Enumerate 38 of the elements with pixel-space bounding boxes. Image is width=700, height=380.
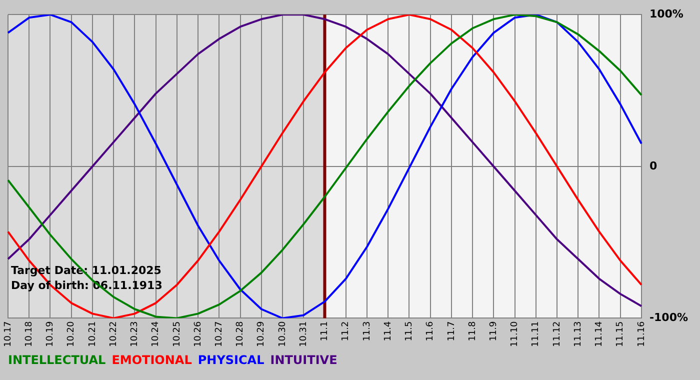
y-tick-label: -100% [649,311,688,324]
x-tick-label: 10.29 [256,320,267,347]
text: EMOTIONAL [112,353,192,367]
x-tick-label: 10.25 [172,321,182,347]
x-tick-label: 10.18 [24,320,34,347]
x-tick-label: 11.8 [468,320,478,342]
x-tick-label: 11.5 [404,321,415,342]
text: PHYSICAL [198,353,264,367]
x-tick-label: 11.4 [383,320,394,342]
x-tick-label: 11.6 [426,320,436,342]
x-tick-label: 10.30 [278,320,288,347]
x-tick-label: 11.3 [362,321,372,342]
y-tick-label: 100% [649,7,684,20]
x-tick-label: 10.19 [46,320,56,347]
x-tick-label: 10.23 [130,321,140,347]
x-tick-label: 10.26 [193,320,204,347]
x-tick-label: 11.7 [446,321,457,342]
x-tick-label: 11.2 [341,321,352,342]
text: INTELLECTUAL [8,353,106,367]
x-tick-label: 11.1 [320,321,330,342]
x-tick-label: 10.17 [3,321,14,347]
x-tick-label: 10.20 [66,320,77,347]
x-tick-label: 10.21 [88,321,98,347]
x-tick-label: 11.16 [636,320,647,347]
x-tick-label: 10.31 [298,321,309,347]
text: INTUITIVE [270,353,338,367]
x-tick-label: 11.10 [510,320,520,347]
x-tick-label: 11.14 [594,320,605,347]
x-tick-label: 11.9 [488,320,499,342]
x-tick-label: 11.15 [616,321,626,347]
x-tick-label: 10.28 [236,320,246,347]
y-tick-label: 0 [649,159,658,172]
x-tick-label: 10.22 [108,321,119,347]
x-tick-label: 11.13 [573,321,584,347]
x-tick-label: 11.11 [531,321,542,347]
x-tick-label: 11.12 [552,321,562,347]
x-tick-label: 10.24 [151,320,162,347]
x-tick-label: 10.27 [214,321,224,347]
